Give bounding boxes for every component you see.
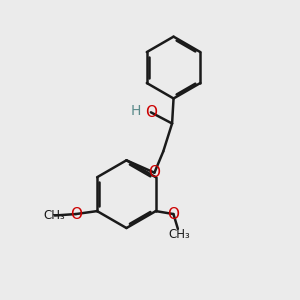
Text: O: O bbox=[145, 105, 157, 120]
Text: O: O bbox=[70, 206, 82, 221]
Text: H: H bbox=[130, 104, 141, 118]
Text: O: O bbox=[148, 165, 160, 180]
Text: O: O bbox=[167, 206, 179, 221]
Text: CH₃: CH₃ bbox=[168, 228, 190, 241]
Text: CH₃: CH₃ bbox=[44, 209, 66, 222]
